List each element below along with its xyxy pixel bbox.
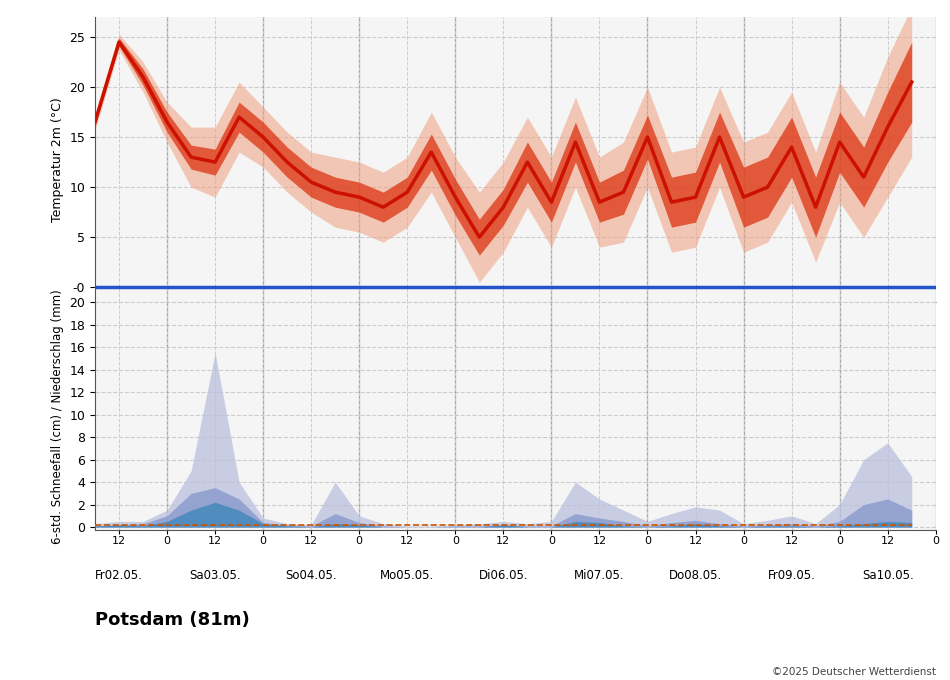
Text: Mi07.05.: Mi07.05.	[574, 569, 625, 582]
Text: Fr02.05.: Fr02.05.	[95, 569, 142, 582]
Text: Sa10.05.: Sa10.05.	[862, 569, 914, 582]
Text: Sa03.05.: Sa03.05.	[189, 569, 241, 582]
Text: Di06.05.: Di06.05.	[479, 569, 528, 582]
Text: Potsdam (81m): Potsdam (81m)	[95, 611, 250, 629]
Text: ©2025 Deutscher Wetterdienst: ©2025 Deutscher Wetterdienst	[771, 666, 936, 677]
Y-axis label: 6-std. Schneefall (cm) / Niederschlag (mm): 6-std. Schneefall (cm) / Niederschlag (m…	[51, 289, 64, 544]
Text: Mo05.05.: Mo05.05.	[380, 569, 434, 582]
Text: Do08.05.: Do08.05.	[669, 569, 722, 582]
Text: Fr09.05.: Fr09.05.	[768, 569, 815, 582]
Y-axis label: Temperatur 2m (°C): Temperatur 2m (°C)	[51, 97, 64, 222]
Text: So04.05.: So04.05.	[285, 569, 337, 582]
